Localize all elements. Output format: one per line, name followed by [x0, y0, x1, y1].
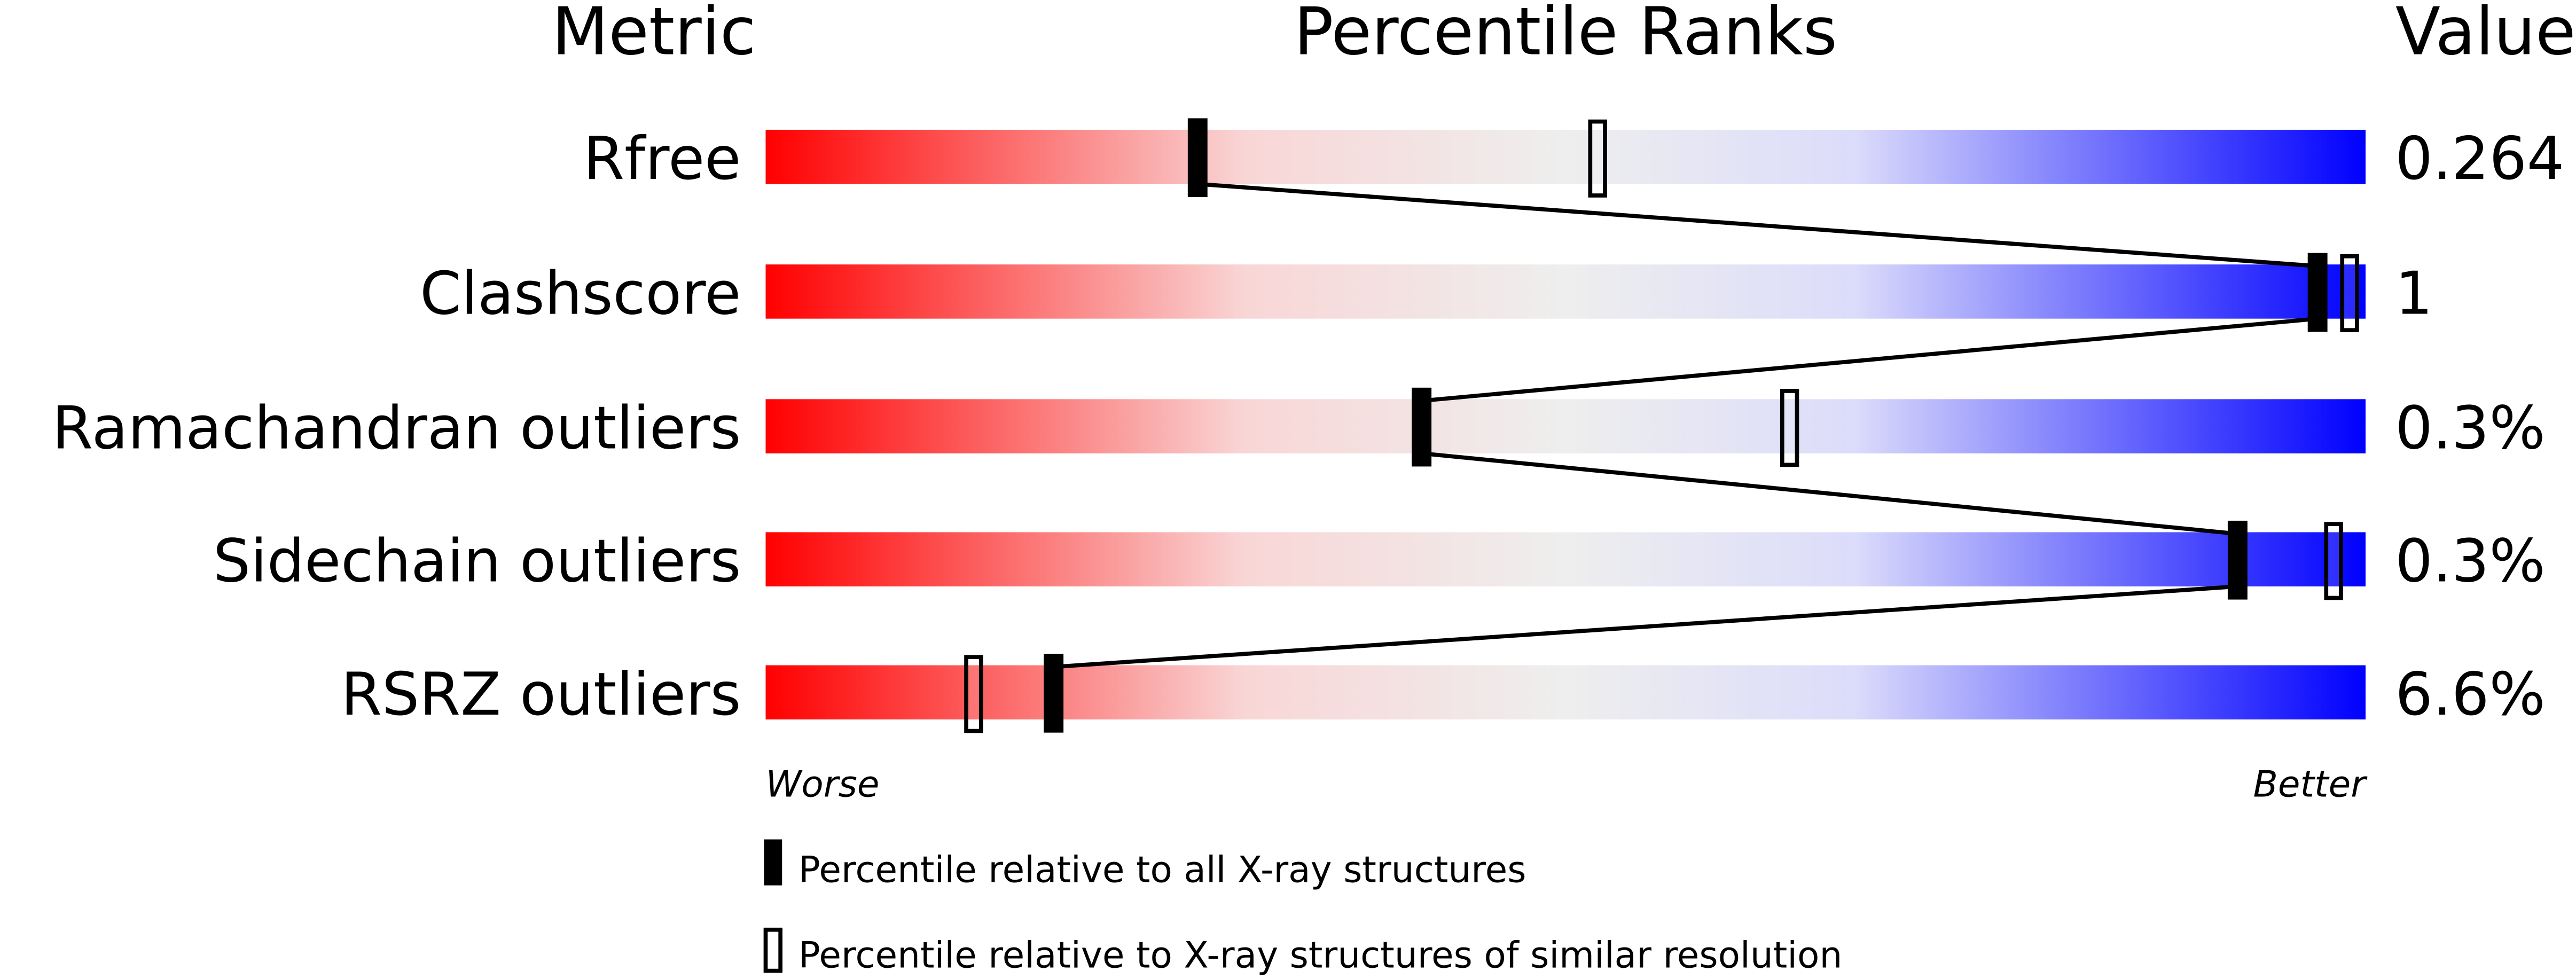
connector-line [1197, 182, 2318, 269]
legend-open-marker [763, 927, 783, 973]
percentile-bar [765, 399, 2366, 453]
marker-similar-resolution [2324, 522, 2343, 600]
metric-value: 0.3% [2395, 527, 2545, 596]
metric-label: Ramachandran outliers [52, 394, 741, 463]
connector-line [1421, 316, 2318, 403]
marker-similar-resolution [1780, 389, 1799, 467]
connector-line [1421, 451, 2238, 536]
marker-all-structures [1187, 118, 1208, 198]
marker-all-structures [1044, 654, 1064, 733]
metric-value: 0.3% [2395, 394, 2545, 463]
header-value: Value [2395, 0, 2576, 70]
axis-label-worse: Worse [765, 763, 879, 805]
marker-similar-resolution [964, 655, 983, 733]
metric-value: 6.6% [2395, 660, 2545, 729]
header-metric: Metric [552, 0, 756, 70]
metric-label: Sidechain outliers [213, 527, 741, 596]
header-percentile-ranks: Percentile Ranks [1294, 0, 1837, 70]
marker-similar-resolution [1588, 119, 1607, 198]
percentile-bar [765, 129, 2366, 184]
metric-value: 0.264 [2395, 124, 2564, 193]
marker-all-structures [2307, 253, 2328, 332]
legend-filled-marker [764, 839, 782, 886]
marker-all-structures [1412, 387, 1432, 467]
metric-value: 1 [2395, 259, 2432, 328]
metric-label: Rfree [583, 124, 741, 193]
marker-all-structures [2227, 520, 2248, 600]
metric-label: RSRZ outliers [341, 660, 741, 729]
metric-label: Clashscore [420, 259, 741, 328]
marker-similar-resolution [2340, 254, 2359, 333]
percentile-bar [765, 665, 2366, 720]
legend-label-all: Percentile relative to all X-ray structu… [798, 849, 1526, 891]
percentile-bar [765, 264, 2366, 319]
axis-label-better: Better [2253, 763, 2368, 805]
percentile-bar [765, 532, 2366, 586]
connector-line [1053, 584, 2238, 669]
legend-label-similar: Percentile relative to X-ray structures … [798, 934, 1842, 976]
